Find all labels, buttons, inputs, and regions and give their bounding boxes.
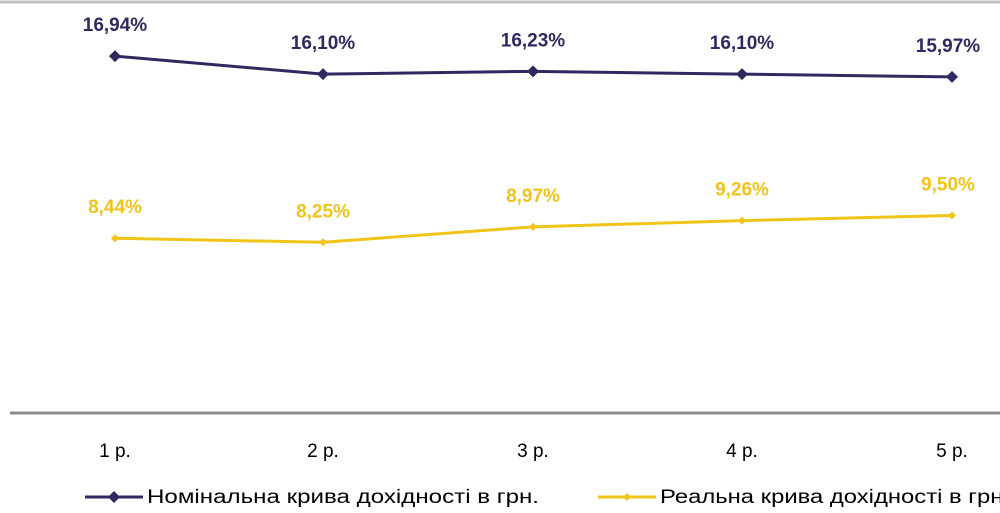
data-label: 9,50% xyxy=(921,175,975,196)
data-label: 8,97% xyxy=(506,186,560,207)
x-tick-label: 4 р. xyxy=(726,441,758,462)
point-marker xyxy=(527,65,539,78)
legend-label: Номінальна крива дохідності в грн. xyxy=(147,487,539,508)
point-marker xyxy=(946,70,958,83)
x-tick-label: 3 р. xyxy=(517,441,549,462)
point-marker xyxy=(317,68,329,81)
x-tick-label: 5 р. xyxy=(936,441,968,462)
legend-marker xyxy=(108,491,120,503)
data-label: 15,97% xyxy=(916,36,981,57)
data-label: 16,23% xyxy=(501,30,566,51)
point-marker xyxy=(736,68,748,81)
data-label: 16,10% xyxy=(710,33,775,54)
point-marker xyxy=(109,50,121,63)
point-marker xyxy=(948,211,956,220)
point-marker xyxy=(738,216,746,225)
data-label: 9,26% xyxy=(715,180,769,201)
x-tick-label: 2 р. xyxy=(307,441,339,462)
point-marker xyxy=(319,238,327,247)
point-marker xyxy=(111,234,119,243)
data-label: 16,10% xyxy=(291,33,356,54)
data-label: 8,44% xyxy=(88,197,142,218)
point-marker xyxy=(529,222,537,231)
x-tick-label: 1 р. xyxy=(99,441,131,462)
data-label: 8,25% xyxy=(296,201,350,222)
data-label: 16,94% xyxy=(83,15,148,36)
legend-label: Реальна крива дохідності в грн. xyxy=(660,487,1000,508)
legend-marker xyxy=(623,493,631,501)
